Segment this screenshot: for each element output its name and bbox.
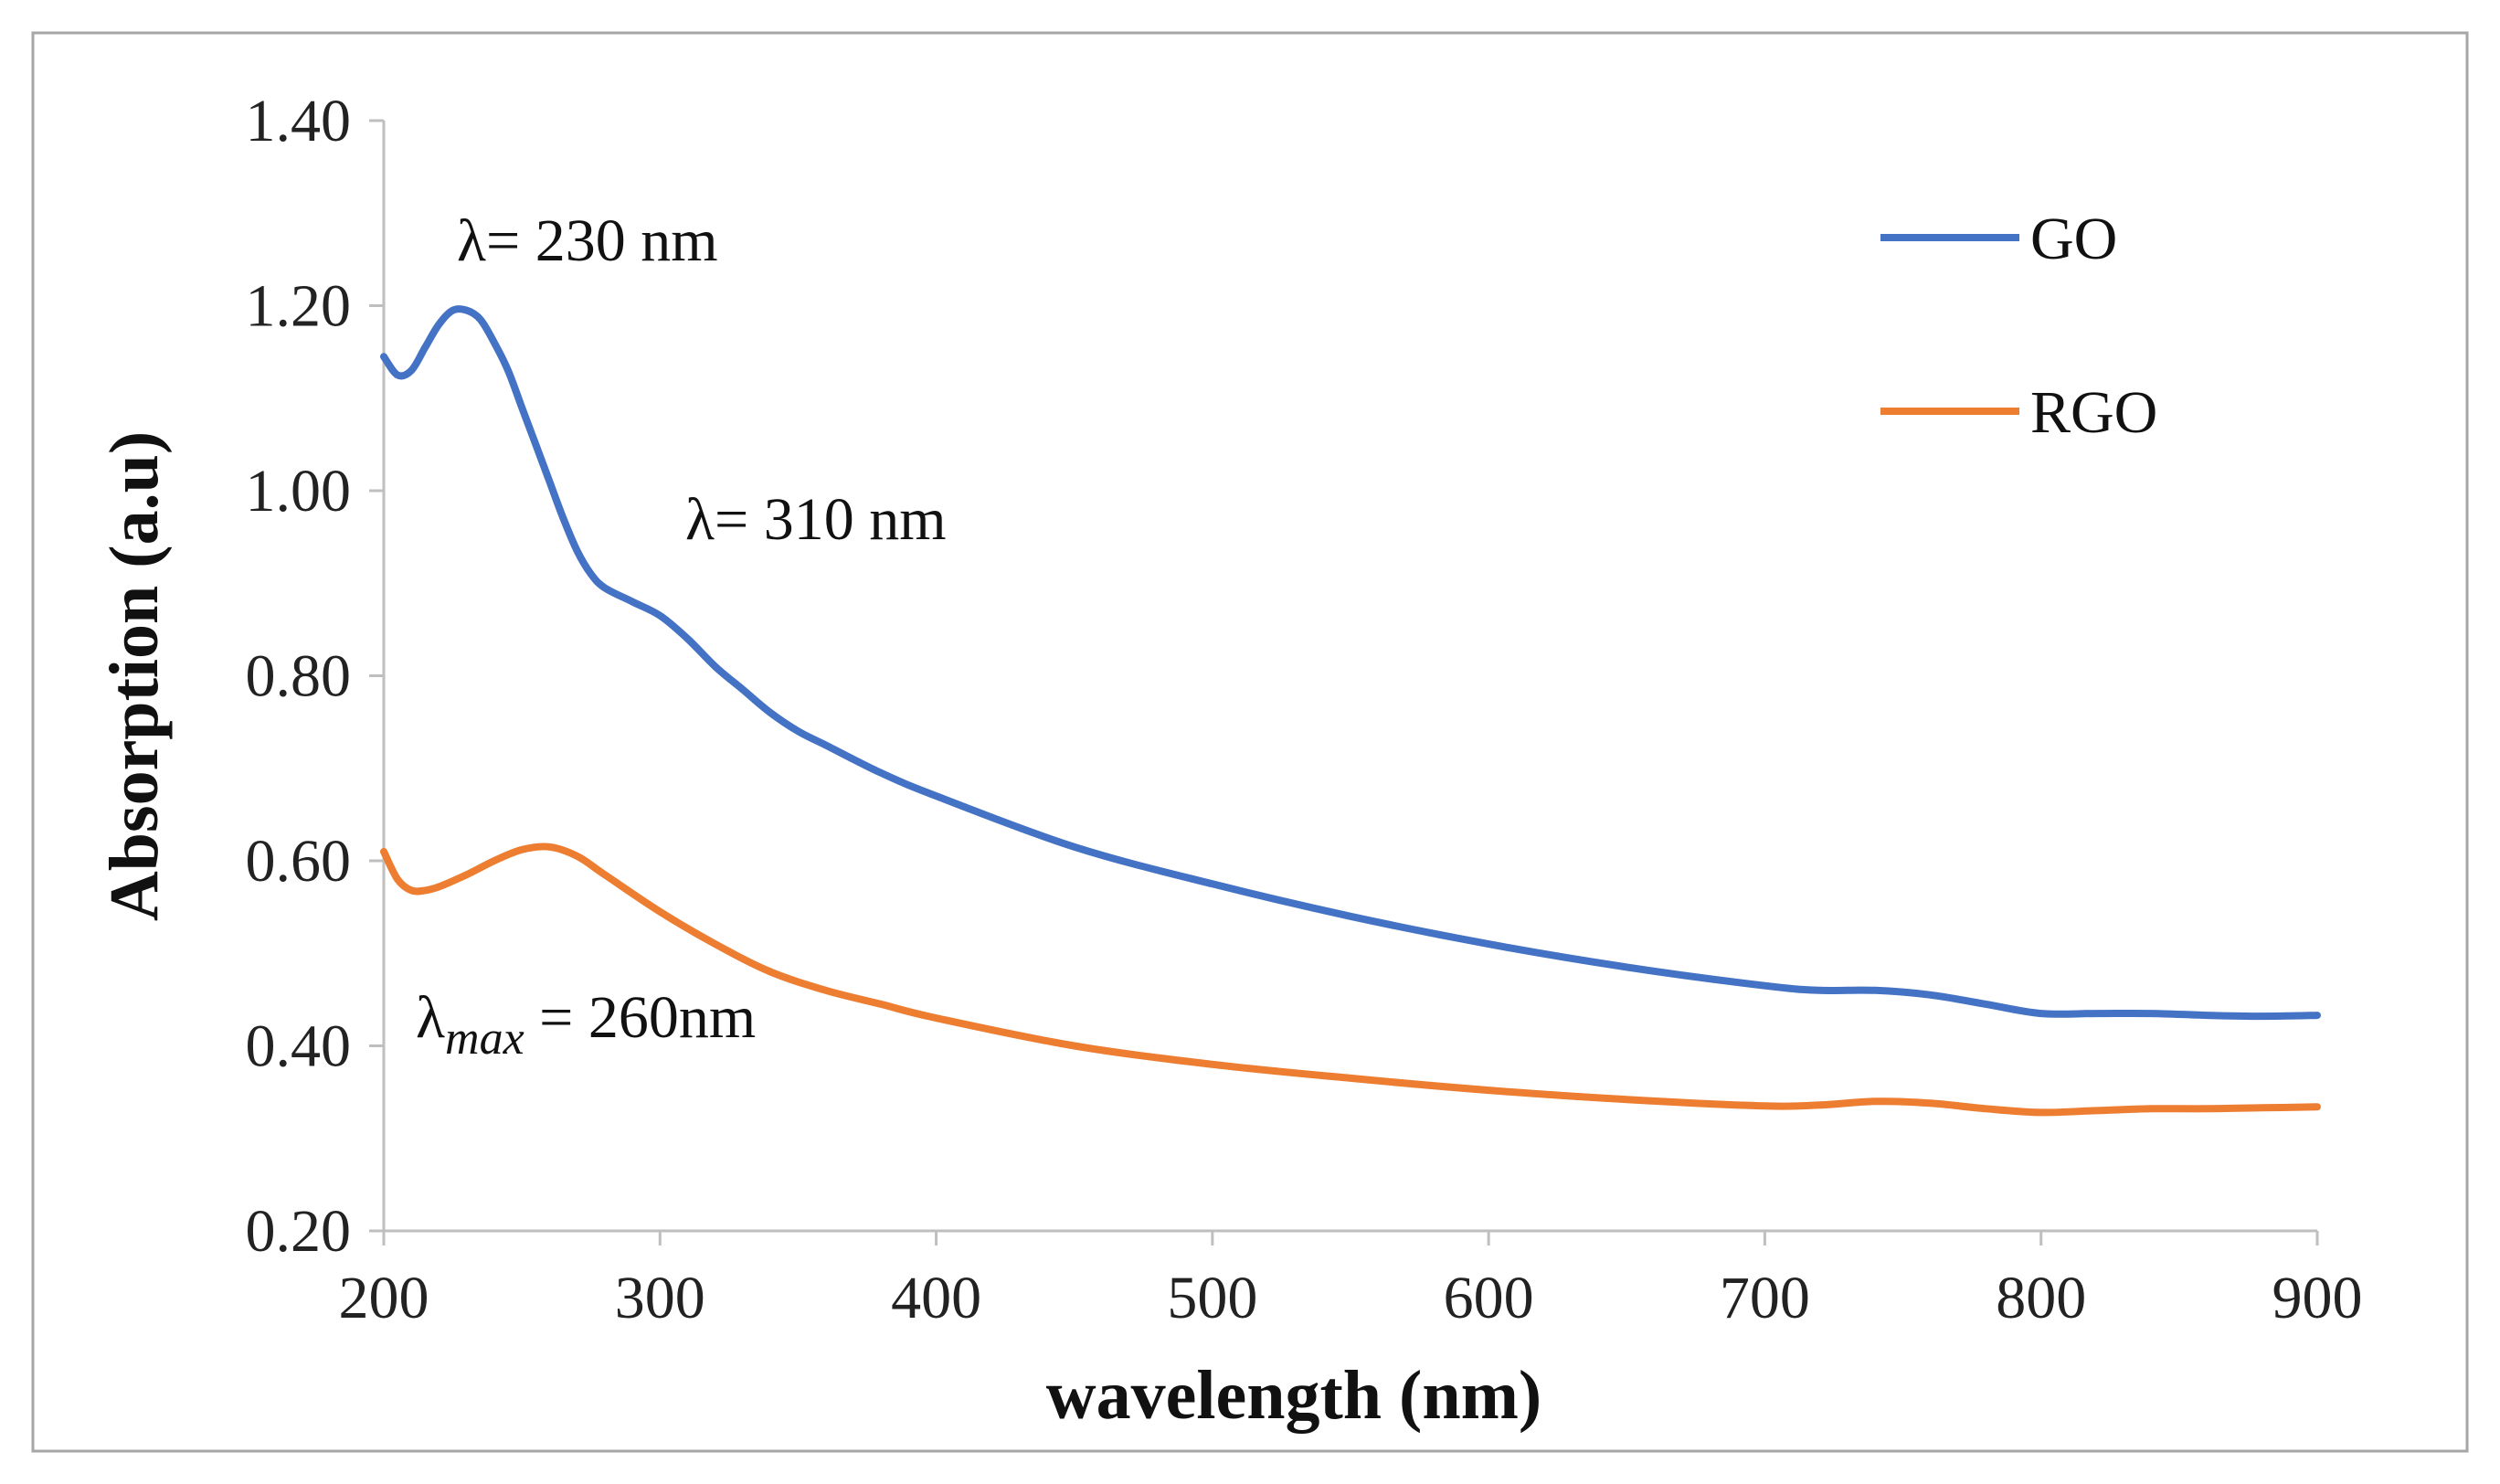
annotation-go-peak-230: λ= 230 nm: [457, 207, 718, 274]
y-tick-label: 0.20: [246, 1198, 352, 1265]
x-tick-label: 400: [891, 1265, 981, 1331]
annotation-go-peak-310: λ= 310 nm: [685, 486, 947, 553]
chart-frame: [31, 31, 2469, 1453]
x-ticks-group: 200 300 400 500 600 700 800 900: [339, 1231, 2363, 1331]
series-group: [380, 304, 2321, 1117]
series-line-rgo: [380, 843, 2321, 1117]
annotation-rgo-value: = 260nm: [524, 984, 757, 1051]
y-tick-label: 0.60: [246, 828, 352, 895]
x-tick-label: 700: [1720, 1265, 1810, 1331]
y-axis-title: Absorption (a.u): [96, 431, 173, 921]
annotation-rgo-subscript: max: [445, 1012, 524, 1065]
x-tick-label: 900: [2272, 1265, 2363, 1331]
y-tick-label: 0.80: [246, 643, 352, 710]
x-axis-title: wavelength (nm): [1046, 1357, 1542, 1434]
series-line-go: [380, 304, 2321, 1021]
legend: GO RGO: [1880, 206, 2157, 446]
y-tick-label: 0.40: [246, 1013, 352, 1080]
y-ticks-group: 0.20 0.40 0.60 0.80 1.00 1.20 1.40: [246, 88, 384, 1265]
legend-label-rgo: RGO: [2030, 379, 2157, 446]
annotation-rgo-lambda-symbol: λ: [416, 984, 445, 1051]
x-tick-label: 500: [1167, 1265, 1257, 1331]
annotation-rgo-lambda-max: λmax = 260nm: [416, 984, 756, 1065]
legend-label-go: GO: [2030, 206, 2117, 272]
x-tick-label: 600: [1444, 1265, 1534, 1331]
y-tick-label: 1.00: [246, 458, 352, 525]
y-tick-label: 1.20: [246, 273, 352, 340]
x-tick-label: 200: [339, 1265, 429, 1331]
x-tick-label: 300: [615, 1265, 705, 1331]
x-tick-label: 800: [1996, 1265, 2086, 1331]
y-tick-label: 1.40: [246, 88, 352, 154]
